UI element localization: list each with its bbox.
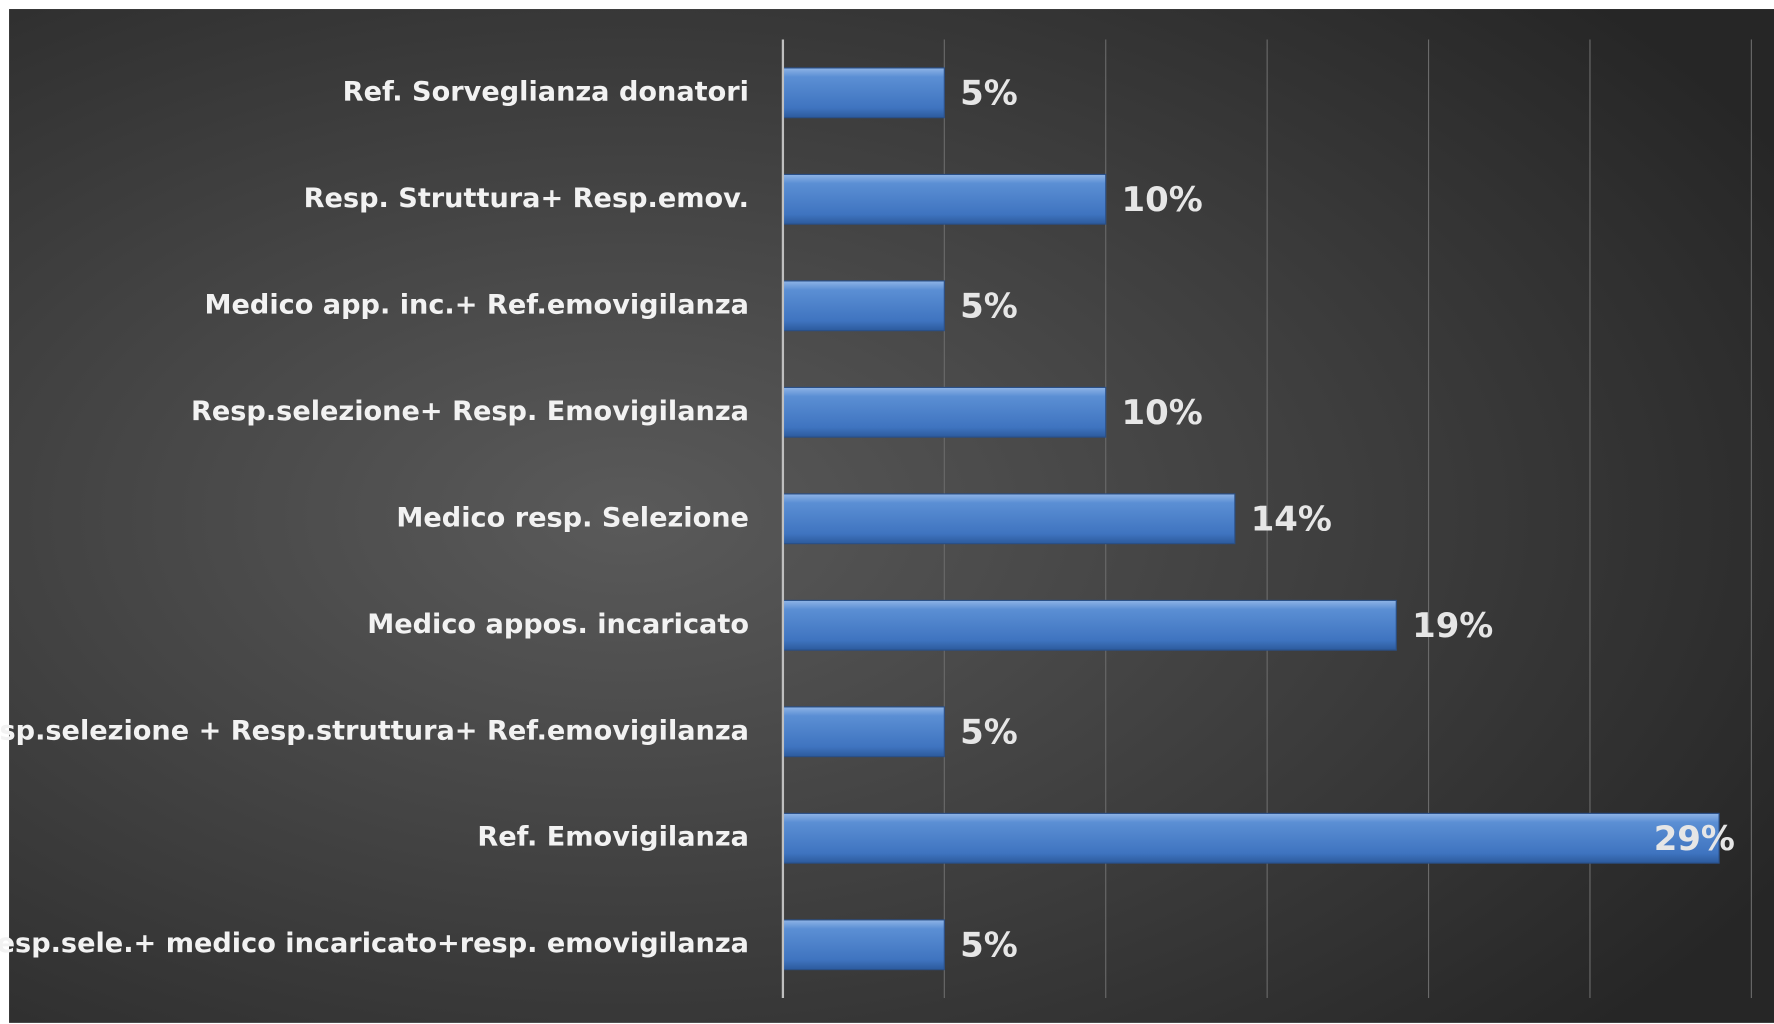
y-tick-label: Medico appos. incaricato: [367, 609, 749, 640]
value-label: 5%: [960, 926, 1018, 965]
y-tick-label: Medico app. inc.+ Ref.emovigilanza: [204, 289, 748, 320]
y-tick-label: Ref. Emovigilanza: [477, 822, 749, 853]
y-tick-label: Resp. Struttura+ Resp.emov.: [304, 183, 749, 214]
bar: [782, 812, 1720, 864]
y-tick-label: Resp.sele.+ medico incaricato+resp. emov…: [0, 928, 749, 959]
bar: [782, 280, 945, 332]
value-label: 10%: [1122, 180, 1203, 219]
value-label: 29%: [1654, 819, 1735, 858]
bar: [782, 706, 945, 758]
value-label: 10%: [1122, 393, 1203, 432]
value-label: 5%: [960, 713, 1018, 752]
y-tick-label: Medico resp. Selezione: [396, 502, 749, 533]
y-tick-label: Ref. Sorveglianza donatori: [343, 76, 749, 107]
value-label: 5%: [960, 74, 1018, 113]
value-label: 5%: [960, 287, 1018, 326]
bar: [782, 67, 945, 119]
value-label: 14%: [1251, 500, 1332, 539]
y-tick-label: Resp.selezione+ Resp. Emovigilanza: [191, 396, 749, 427]
y-tick-label: Resp.selezione + Resp.struttura+ Ref.emo…: [0, 715, 749, 746]
bar: [782, 386, 1107, 438]
bar: [782, 919, 945, 971]
value-label: 19%: [1412, 606, 1493, 645]
bar: [782, 493, 1236, 545]
bar: [782, 173, 1107, 225]
bar: [782, 599, 1397, 651]
